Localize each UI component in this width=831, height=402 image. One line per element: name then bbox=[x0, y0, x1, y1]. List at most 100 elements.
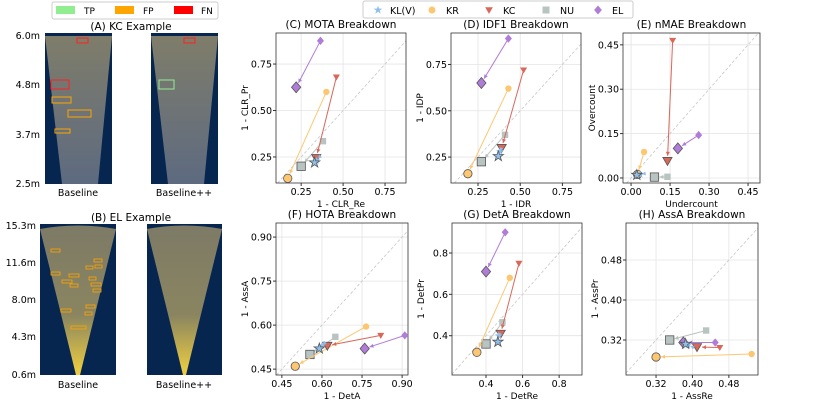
x-tick-label: 0.8 bbox=[552, 379, 567, 390]
fn-box bbox=[183, 37, 196, 44]
x-axis-label: 1 - CLR_Re bbox=[317, 200, 366, 210]
arrow-kr bbox=[299, 326, 367, 365]
panel-b: (B) EL Example 15.3m 11.6m 8.0m 4.3m 0.6… bbox=[6, 212, 222, 391]
fp-box bbox=[54, 128, 71, 134]
axes-frame bbox=[451, 222, 583, 376]
arrow-head-nu bbox=[674, 335, 679, 340]
y-tick-label: 0.45 bbox=[251, 365, 272, 376]
legend-marker-klv bbox=[373, 5, 383, 14]
y-tick-label: 0.6m bbox=[12, 370, 36, 381]
arrow-klv bbox=[315, 158, 319, 162]
legend-label: EL bbox=[612, 6, 624, 17]
caption-baseline-plus: Baseline++ bbox=[156, 188, 212, 199]
chart-c: 0.25 0.50 0.75 0.25 0.50 0.75 (C) MOTA Breakdo… bbox=[241, 19, 407, 210]
y-tick-label: 0.90 bbox=[251, 233, 272, 244]
caption-baseline: Baseline bbox=[58, 188, 98, 199]
legend-label: KR bbox=[446, 6, 459, 17]
legend-label: NU bbox=[560, 6, 574, 17]
legend-marker-kr bbox=[428, 6, 436, 14]
y-axis-label: 1 - CLR_Pr bbox=[241, 85, 251, 131]
y-tick-label: 0.75 bbox=[251, 60, 272, 71]
x-axis-label: Undercount bbox=[665, 200, 718, 210]
legend-marker-el bbox=[594, 5, 602, 15]
x-tick-label: 0.15 bbox=[659, 187, 680, 198]
y-axis-label: 1 - IDP bbox=[416, 93, 426, 123]
fp-box bbox=[51, 96, 72, 104]
baseline-plus-point-nu bbox=[481, 339, 491, 349]
x-tick-label: 0.25 bbox=[467, 187, 488, 198]
baseline-plus-point-nu bbox=[476, 157, 486, 167]
arrow-head-kr bbox=[661, 354, 666, 359]
arrow-head-kr bbox=[299, 360, 305, 364]
arrow-head-el bbox=[298, 78, 303, 83]
x-tick-label: 0.48 bbox=[718, 379, 739, 390]
y-tick-label: 0.50 bbox=[251, 106, 272, 117]
arrow-head-kc bbox=[502, 138, 507, 144]
series-legend: KL(V) KR KC NU EL bbox=[362, 0, 634, 19]
arrow-el bbox=[369, 334, 405, 348]
arrow-head-el bbox=[483, 74, 488, 79]
baseline-plus-point-klv bbox=[491, 149, 505, 162]
y-tick-label: 15.3m bbox=[6, 221, 36, 232]
legend-frame bbox=[362, 0, 634, 19]
arrow-head-el bbox=[488, 262, 492, 268]
fn-label: FN bbox=[201, 7, 213, 17]
arrow-head-kc bbox=[332, 341, 337, 346]
y-tick-label: 0.25 bbox=[251, 152, 272, 163]
fp-swatch bbox=[115, 6, 134, 14]
x-tick-label: 0.32 bbox=[645, 379, 666, 390]
caption-baseline: Baseline bbox=[58, 380, 98, 391]
x-axis-label: 1 - IDR bbox=[501, 200, 532, 210]
chart-title: (G) DetA Breakdown bbox=[463, 209, 570, 221]
baseline-plus-point-kc bbox=[691, 343, 703, 353]
baseline-plus-point-el bbox=[480, 265, 492, 278]
x-axis-label: 1 - AssRe bbox=[671, 392, 713, 402]
arrow-head-klv bbox=[690, 345, 695, 350]
image-legend: TP FP FN bbox=[51, 1, 219, 20]
arrow-kc bbox=[501, 263, 520, 329]
baseline-plus-point-nu bbox=[665, 335, 675, 345]
baseline-plus-point-el bbox=[290, 81, 302, 94]
fp-box bbox=[67, 109, 92, 118]
baseline-plus-point-klv bbox=[630, 168, 644, 181]
baseline-plus-point-kr bbox=[651, 352, 661, 362]
arrow-head-el bbox=[369, 343, 374, 348]
y-axis-label: 1 - DetPr bbox=[417, 279, 427, 319]
plot-area bbox=[276, 223, 408, 375]
x-tick-label: 0.25 bbox=[291, 187, 312, 198]
arrow-head-nu bbox=[659, 174, 664, 179]
baseline-plus-point-kc bbox=[321, 341, 333, 352]
y-tick-label: 0.00 bbox=[598, 173, 619, 184]
x-tick-label: 0.50 bbox=[333, 187, 354, 198]
arrow-head-kr bbox=[289, 169, 294, 174]
baseline-plus-point-nu bbox=[305, 349, 315, 360]
x-tick-label: 0.4 bbox=[478, 379, 493, 390]
diagonal-line bbox=[276, 230, 409, 376]
axes-frame bbox=[622, 32, 761, 184]
x-axis-label: 1 - DetA bbox=[324, 392, 362, 402]
arrow-head-klv bbox=[322, 340, 327, 345]
y-tick-label: 0.75 bbox=[251, 277, 272, 288]
arrow-klv bbox=[321, 344, 324, 346]
baseline-plus-sonar-image bbox=[151, 36, 218, 184]
y-axis-label: Overcount bbox=[588, 84, 598, 131]
arrow-klv bbox=[687, 344, 691, 347]
chart-title: (C) MOTA Breakdown bbox=[286, 19, 397, 31]
y-tick-label: 0.75 bbox=[426, 60, 447, 71]
baseline-plus-point-el bbox=[672, 142, 683, 155]
baseline-plus-point-kr bbox=[283, 173, 293, 183]
x-tick-label: 0.75 bbox=[374, 187, 395, 198]
arrow-kc bbox=[332, 334, 381, 346]
baseline-point-nu bbox=[664, 173, 671, 180]
y-tick-label: 6.0m bbox=[16, 31, 40, 42]
y-tick-label: 3.7m bbox=[16, 130, 40, 141]
fp-label: FP bbox=[143, 7, 154, 17]
baseline-sonar-image bbox=[40, 225, 116, 375]
arrow-head-nu bbox=[489, 335, 494, 340]
baseline-plus-point-klv bbox=[679, 337, 693, 350]
x-axis-label: 1 - DetRe bbox=[496, 392, 539, 402]
legend-label: KC bbox=[503, 6, 516, 17]
chart-e: 0.00 0.15 0.30 0.45 0.00 0.15 0.30 0.45 (E) nMAE… bbox=[588, 19, 761, 210]
baseline-point-kc bbox=[716, 344, 724, 352]
